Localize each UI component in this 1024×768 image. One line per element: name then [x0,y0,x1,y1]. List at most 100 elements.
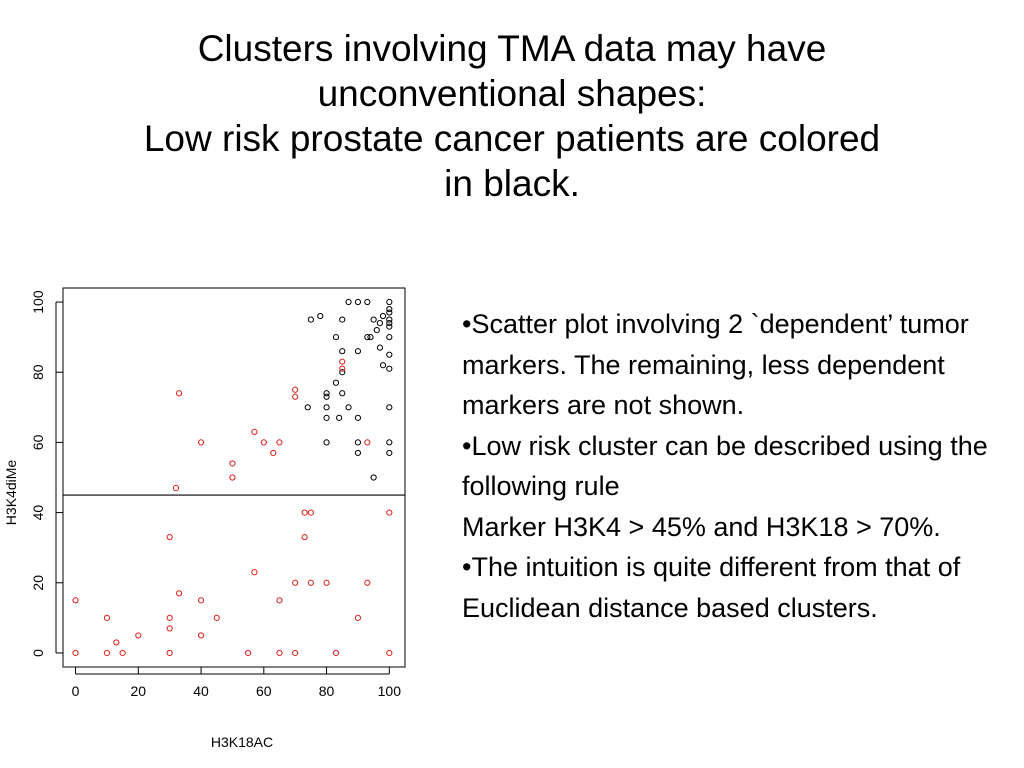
x-tick-label: 20 [131,683,147,699]
other-point [175,390,183,397]
y-tick-label: 0 [30,649,46,657]
other-point [166,649,173,657]
low-risk-point [370,474,377,481]
low-risk-point [379,312,387,320]
other-point [135,632,142,639]
title-line-4: in black. [444,163,580,204]
y-tick-label: 20 [30,575,46,591]
bullet-item-1: •Scatter plot involving 2 `dependent’ tu… [462,304,1002,426]
title-line-1: Clusters involving TMA data may have [197,28,827,69]
low-risk-point [386,319,393,327]
low-risk-point [304,404,311,411]
bullet-list: • Scatter plot involving 2 `dependent’ tu… [462,304,1002,628]
other-point [72,649,79,657]
other-point [292,386,299,393]
other-point [103,614,111,621]
low-risk-point [373,327,380,334]
scatter-plot: 0 20 40 60 80 100 0 20 40 60 80 100 H3K18AC H3K4diMe [3,287,406,750]
low-risk-point [354,348,362,355]
other-point [166,534,173,541]
x-tick-label: 0 [72,683,80,699]
other-point [103,649,111,657]
low-risk-point [339,369,346,376]
other-point [339,358,346,365]
low-risk-point [376,319,383,327]
slide-title: Clusters involving TMA data may have unc… [30,26,994,206]
low-risk-point [364,334,371,341]
other-point [292,393,299,400]
other-point [119,649,126,657]
y-axis-title: H3K4diMe [3,460,19,526]
low-risk-point [345,404,352,411]
low-risk-point [354,298,362,306]
low-risk-point [323,439,330,446]
low-risk-point [345,298,352,306]
low-risk-point [364,298,371,306]
x-tick-label: 40 [193,683,209,699]
low-risk-point [386,404,393,411]
bullet-item-2: •Low risk cluster can be described using… [462,426,1002,548]
bullet-text-1: Scatter plot involving 2 `dependent’ tum… [462,309,969,420]
other-point [245,649,252,657]
other-point [72,597,79,604]
other-point [386,649,393,657]
low-risk-point [386,449,393,457]
x-tick-label: 100 [378,683,402,699]
bullet-marker: • [462,430,472,461]
low-risk-point [386,316,393,323]
other-point [292,649,299,657]
low-risk-point [339,348,346,355]
bullet-item-3: •The intuition is quite different from t… [462,547,1002,628]
other-point [276,439,283,446]
other-point [166,614,173,621]
low-risk-point [332,334,340,341]
low-risk-point [339,390,346,397]
y-tick-label: 40 [30,505,46,521]
low-risk-point [386,323,393,330]
other-point [386,509,393,516]
other-point [276,597,283,604]
low-risk-point [386,334,393,341]
low-risk-point [386,309,393,316]
low-risk-point [332,379,340,386]
low-risk-point [354,439,362,446]
other-point [251,428,258,435]
other-point [364,579,371,586]
y-tick-label: 100 [30,290,46,314]
other-point [197,439,205,446]
other-point [307,579,314,586]
bullet-text-3: The intuition is quite different from th… [462,552,961,623]
x-tick-label: 80 [319,683,335,699]
other-point [292,579,299,586]
plot-frame [62,287,406,668]
y-tick-label: 60 [30,434,46,450]
low-risk-point [323,414,330,421]
other-point [364,439,371,446]
title-line-3: Low risk prostate cancer patients are co… [143,118,881,159]
other-point [276,649,283,657]
other-point [260,439,267,446]
bullet-marker: • [462,552,472,582]
low-risk-point [323,404,330,411]
low-risk-point [386,305,393,313]
y-tick-label: 80 [30,364,46,380]
other-point [301,534,308,541]
low-risk-point [376,344,383,351]
other-point [166,625,173,632]
other-point [332,649,340,657]
other-point [251,569,258,576]
low-risk-point [370,316,377,323]
other-point [323,579,330,586]
low-risk-point [386,298,393,306]
other-point [229,474,236,481]
low-risk-point [307,316,314,323]
other-point [113,639,120,646]
other-point [270,449,277,457]
other-point [197,597,205,604]
low-risk-point [386,439,393,446]
title-line-2: unconventional shapes: [317,73,707,114]
other-point [175,590,183,597]
bullet-text-2: Low risk cluster can be described using … [462,430,988,502]
low-risk-point [339,316,346,323]
